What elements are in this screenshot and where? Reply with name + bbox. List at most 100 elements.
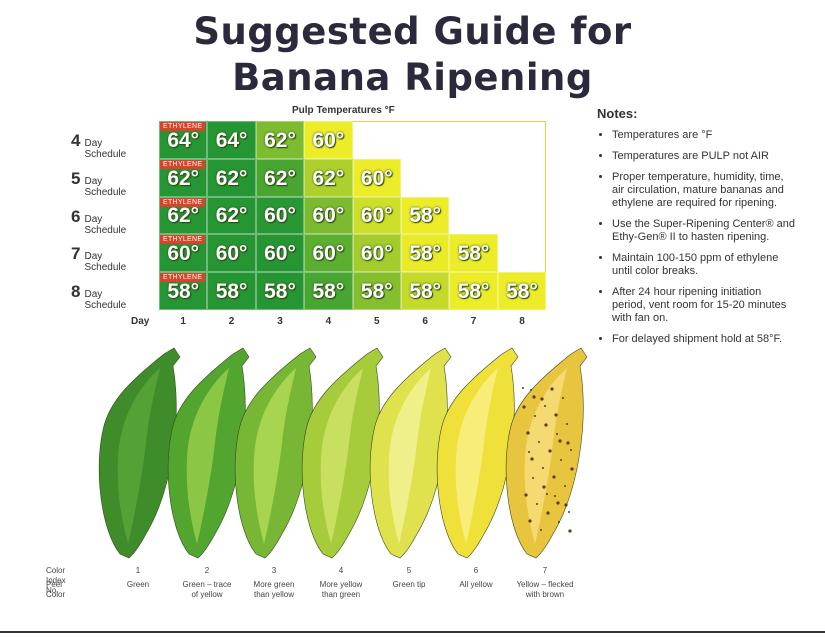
peel-line: All yellow — [459, 580, 493, 589]
day-number: 4 — [325, 316, 332, 327]
day-number: 7 — [470, 316, 477, 327]
brown-fleck — [522, 387, 524, 389]
brown-fleck — [558, 439, 562, 443]
day-number: 5 — [374, 316, 380, 327]
index-number: 5 — [406, 566, 412, 575]
banana-highlight — [117, 368, 160, 544]
title-line: Banana Ripening — [232, 56, 593, 99]
peel-line: More yellow — [319, 580, 363, 589]
temp-cell: 58° — [207, 272, 256, 310]
peel-color: Green tip — [374, 580, 444, 590]
brown-fleck — [544, 423, 548, 427]
brown-fleck — [566, 441, 570, 445]
brown-fleck — [540, 397, 544, 401]
row-label: 7 Day Schedule — [71, 244, 126, 273]
brown-fleck — [570, 467, 574, 471]
brown-fleck — [564, 485, 566, 487]
temperature: 64° — [215, 128, 248, 152]
title-line: Suggested Guide for — [193, 10, 632, 53]
temperature: 62° — [167, 204, 200, 228]
temperature: 60° — [264, 242, 296, 266]
brown-fleck — [540, 529, 542, 531]
peel-line: Green — [126, 580, 150, 589]
temperature: 60° — [264, 204, 296, 228]
temperature: 58° — [506, 279, 538, 303]
brown-fleck — [528, 451, 530, 453]
table-header: Pulp Temperatures °F — [292, 105, 395, 116]
temperature: 58° — [409, 242, 442, 266]
banana — [436, 347, 519, 559]
note-item: For delayed shipment hold at 58°F. — [612, 333, 797, 346]
peel-color: Green – trace of yellow — [172, 580, 242, 600]
brown-fleck — [564, 503, 568, 507]
temp-cell: ETHYLENE 64° — [159, 121, 208, 159]
brown-fleck — [538, 441, 540, 443]
temperature: 60° — [312, 204, 345, 228]
brown-fleck — [558, 521, 560, 523]
temp-cell: 60° — [255, 234, 305, 273]
brown-fleck — [556, 501, 560, 505]
brown-fleck — [570, 449, 572, 451]
temperature: 60° — [360, 242, 393, 266]
temperature: 58° — [312, 279, 345, 303]
brown-fleck — [524, 493, 528, 497]
brown-fleck — [550, 387, 554, 391]
temperature: 62° — [264, 128, 296, 152]
row-label: 6 Day Schedule — [71, 207, 126, 236]
temp-cell: 60° — [207, 234, 256, 273]
brown-fleck — [542, 467, 544, 469]
banana-highlight — [455, 368, 498, 544]
day-number: 8 — [519, 316, 525, 327]
note-item: Use the Super-Ripening Center® and Ethy-… — [612, 218, 797, 244]
temp-cell: 60° — [304, 121, 353, 159]
peel-line: than green — [321, 590, 361, 599]
temp-cell: 58° — [352, 272, 401, 310]
temperature: 62° — [215, 166, 248, 190]
temp-cell: 58° — [497, 272, 547, 310]
row-label: 5 Day Schedule — [71, 169, 126, 198]
note-item: Temperatures are °F — [612, 129, 797, 142]
temperature: 60° — [312, 128, 345, 152]
note-item: After 24 hour ripening initiation period… — [612, 286, 797, 325]
index-number: 3 — [271, 566, 277, 575]
schedule-number: 8 — [71, 282, 81, 302]
temperature: 62° — [264, 166, 296, 190]
peel-label: Peel Color — [46, 580, 66, 599]
brown-fleck — [566, 423, 568, 425]
temperature: 58° — [360, 279, 393, 303]
peel-line: More green — [253, 580, 295, 589]
brown-fleck — [532, 477, 534, 479]
day-number: 2 — [228, 316, 235, 327]
brown-fleck — [536, 503, 538, 505]
schedule-number: 4 — [71, 131, 81, 150]
temperature: 60° — [167, 242, 200, 266]
temp-cell: 58° — [401, 234, 450, 273]
index-number: 7 — [542, 566, 548, 575]
peel-color: Yellow – flecked with brown — [510, 580, 580, 600]
bottom-rule — [0, 631, 825, 633]
brown-fleck — [548, 449, 552, 453]
temperature: 60° — [360, 166, 393, 190]
banana-highlight — [320, 368, 363, 544]
ethylene-tag: ETHYLENE — [160, 235, 206, 245]
temp-cell: ETHYLENE 60° — [159, 234, 208, 273]
peel-line: Yellow – flecked — [516, 580, 574, 589]
schedule-label: Day Schedule — [84, 289, 127, 312]
schedule-label: Day Schedule — [84, 175, 127, 198]
temp-cell: 60° — [304, 196, 353, 235]
temp-cell: 60° — [352, 158, 401, 197]
banana-highlight — [253, 368, 296, 544]
temp-cell: 58° — [401, 272, 450, 310]
temperature: 64° — [167, 128, 200, 152]
brown-fleck — [546, 511, 550, 515]
note-item: Proper temperature, humidity, time, air … — [612, 171, 797, 210]
brown-fleck — [560, 459, 562, 461]
ethylene-tag: ETHYLENE — [160, 273, 206, 283]
row-label: 8 Day Schedule — [71, 282, 126, 311]
peel-color: All yellow — [441, 580, 511, 590]
day-number: 3 — [277, 316, 283, 327]
schedule-label: Day Schedule — [84, 138, 127, 160]
peel-line: Green tip — [392, 580, 426, 589]
banana — [98, 347, 181, 559]
brown-fleck — [556, 433, 558, 435]
